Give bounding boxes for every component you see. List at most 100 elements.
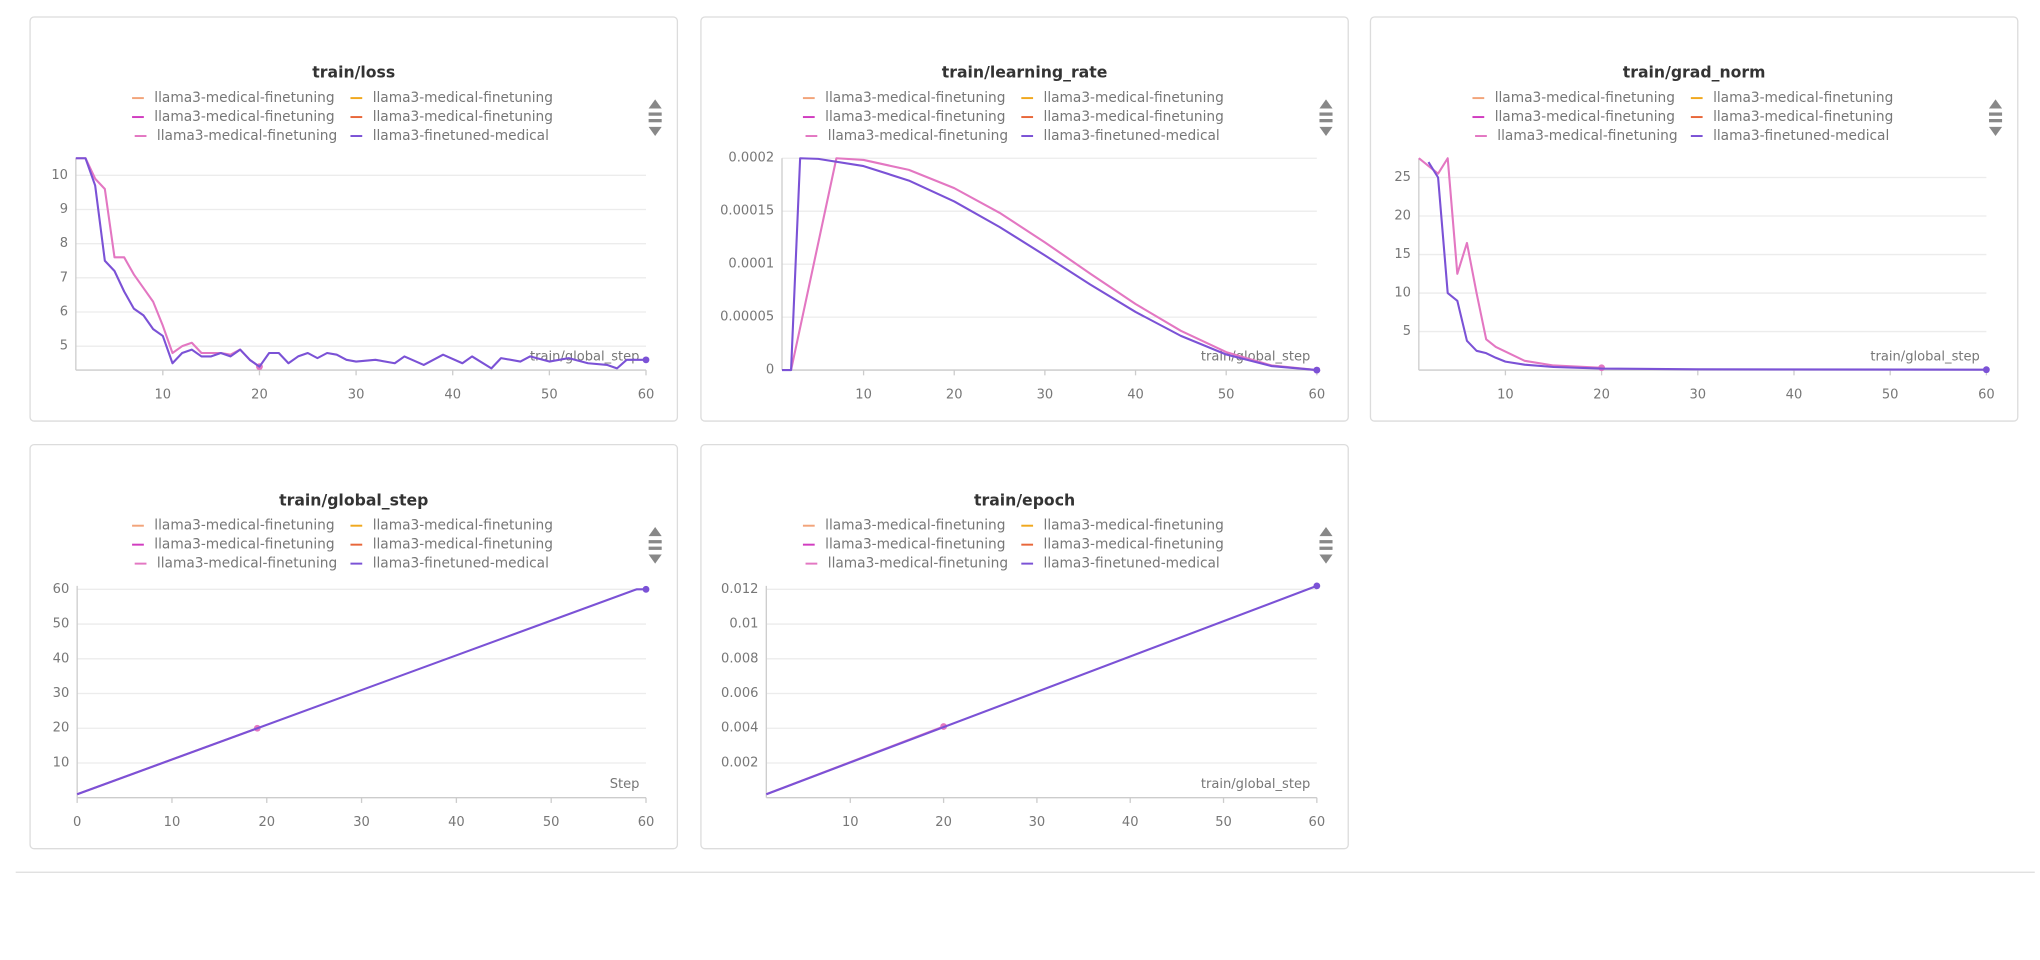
x-tick-label: 40 bbox=[1127, 387, 1144, 402]
legend-scroll-handle[interactable] bbox=[648, 119, 662, 123]
y-tick-label: 0.008 bbox=[721, 651, 758, 666]
chart-title: train/grad_norm bbox=[1623, 63, 1766, 82]
y-tick-label: 60 bbox=[53, 582, 70, 597]
legend-label: llama3-medical-finetuning bbox=[373, 90, 553, 106]
legend-scroll-handle[interactable] bbox=[1319, 112, 1333, 116]
legend-label: llama3-medical-finetuning bbox=[825, 518, 1005, 534]
x-tick-label: 60 bbox=[1978, 387, 1995, 402]
series-end-marker bbox=[1313, 582, 1321, 590]
x-tick-label: 60 bbox=[1309, 387, 1326, 402]
legend-scroll-up[interactable] bbox=[1319, 527, 1333, 537]
y-tick-label: 0 bbox=[766, 363, 774, 378]
chart-title: train/loss bbox=[312, 63, 395, 82]
legend-label: llama3-medical-finetuning bbox=[154, 537, 334, 553]
legend-scroll-handle[interactable] bbox=[1319, 540, 1333, 544]
y-tick-label: 50 bbox=[53, 617, 70, 632]
legend-label: llama3-medical-finetuning bbox=[1044, 537, 1224, 553]
legend-scroll-up[interactable] bbox=[1319, 99, 1333, 109]
y-tick-label: 30 bbox=[53, 686, 70, 701]
legend-scroll-down[interactable] bbox=[1989, 126, 2003, 137]
y-tick-label: 0.006 bbox=[721, 686, 758, 701]
panel-frame bbox=[29, 443, 679, 850]
x-tick-label: 50 bbox=[541, 387, 558, 402]
x-tick-label: 0 bbox=[73, 815, 81, 830]
x-tick-label: 30 bbox=[1029, 815, 1046, 830]
x-tick-label: 10 bbox=[1497, 387, 1514, 402]
x-tick-label: 50 bbox=[1215, 815, 1232, 830]
legend-label: llama3-finetuned-medical bbox=[1713, 128, 1889, 144]
series-line bbox=[765, 584, 1318, 796]
x-tick-label: 60 bbox=[1309, 815, 1326, 830]
legend-scroll-handle[interactable] bbox=[648, 112, 662, 116]
x-axis-label: train/global_step bbox=[1870, 350, 1979, 365]
legend-label: llama3-medical-finetuning bbox=[825, 90, 1005, 106]
legend-scroll-handle[interactable] bbox=[648, 540, 662, 544]
x-tick-label: 10 bbox=[155, 387, 172, 402]
x-axis-label: Step bbox=[610, 777, 640, 792]
x-tick-label: 20 bbox=[251, 387, 268, 402]
panel-frame bbox=[29, 16, 679, 422]
x-tick-label: 40 bbox=[448, 815, 465, 830]
series-line bbox=[790, 157, 1317, 372]
legend-label: llama3-medical-finetuning bbox=[154, 518, 334, 534]
chart-panel: train/grad_norm llama3-medical-finetuning… bbox=[1369, 16, 2019, 422]
legend-scroll-handle[interactable] bbox=[648, 546, 662, 550]
y-tick-label: 0.012 bbox=[721, 582, 758, 597]
chart-panel: train/learning_rate llama3-medical-finetu… bbox=[700, 16, 1349, 422]
series-line bbox=[1418, 157, 1602, 369]
series-line bbox=[1427, 161, 1987, 371]
y-tick-label: 10 bbox=[1394, 286, 1411, 301]
legend-scroll-handle[interactable] bbox=[1989, 112, 2003, 116]
y-tick-label: 0.00015 bbox=[720, 204, 774, 219]
x-tick-label: 40 bbox=[1786, 387, 1803, 402]
x-tick-label: 20 bbox=[935, 815, 952, 830]
legend-scroll-down[interactable] bbox=[648, 126, 662, 137]
y-tick-label: 10 bbox=[51, 168, 68, 183]
x-tick-label: 20 bbox=[1593, 387, 1610, 402]
legend-label: llama3-medical-finetuning bbox=[373, 518, 553, 534]
y-tick-label: 0.0002 bbox=[728, 151, 774, 166]
legend-scroll-handle[interactable] bbox=[1319, 546, 1333, 550]
series-line bbox=[782, 157, 1317, 372]
y-tick-label: 20 bbox=[53, 721, 70, 736]
x-tick-label: 50 bbox=[1882, 387, 1899, 402]
legend-scroll-down[interactable] bbox=[1319, 554, 1333, 564]
legend-scroll-up[interactable] bbox=[648, 99, 662, 109]
legend-label: llama3-finetuned-medical bbox=[373, 128, 549, 144]
legend-scroll-down[interactable] bbox=[1319, 126, 1333, 137]
series-end-marker bbox=[642, 356, 650, 364]
x-tick-label: 30 bbox=[1689, 387, 1706, 402]
y-tick-label: 0.0001 bbox=[728, 257, 774, 272]
legend-label: llama3-medical-finetuning bbox=[825, 537, 1005, 553]
y-tick-label: 8 bbox=[60, 236, 68, 251]
legend-scroll-handle[interactable] bbox=[1989, 119, 2003, 123]
legend-label: llama3-finetuned-medical bbox=[373, 556, 549, 572]
y-tick-label: 10 bbox=[53, 755, 70, 770]
y-tick-label: 7 bbox=[60, 270, 68, 285]
y-tick-label: 0.01 bbox=[729, 617, 758, 632]
chart-title: train/learning_rate bbox=[942, 63, 1108, 82]
chart-panel: train/loss llama3-medical-finetuning llama… bbox=[29, 16, 679, 422]
legend-scroll-down[interactable] bbox=[648, 554, 662, 564]
chart-title: train/global_step bbox=[279, 490, 428, 509]
legend-scroll-handle[interactable] bbox=[1319, 119, 1333, 123]
legend-label: llama3-medical-finetuning bbox=[1495, 90, 1675, 106]
series-end-marker bbox=[642, 585, 650, 593]
x-tick-label: 40 bbox=[1122, 815, 1139, 830]
x-tick-label: 20 bbox=[258, 815, 275, 830]
y-tick-label: 25 bbox=[1394, 170, 1411, 185]
legend-label: llama3-medical-finetuning bbox=[154, 109, 334, 125]
x-axis-label: train/global_step bbox=[1201, 777, 1310, 792]
legend-label: llama3-medical-finetuning bbox=[373, 537, 553, 553]
y-tick-label: 15 bbox=[1394, 247, 1411, 262]
legend-label: llama3-medical-finetuning bbox=[154, 90, 334, 106]
x-tick-label: 40 bbox=[444, 387, 461, 402]
y-tick-label: 40 bbox=[53, 651, 70, 666]
legend-scroll-up[interactable] bbox=[648, 527, 662, 537]
legend-scroll-up[interactable] bbox=[1989, 99, 2003, 109]
chart-panel: train/global_step llama3-medical-finetuni… bbox=[29, 443, 679, 850]
x-tick-label: 50 bbox=[1218, 387, 1235, 402]
chart-title: train/epoch bbox=[974, 490, 1075, 509]
